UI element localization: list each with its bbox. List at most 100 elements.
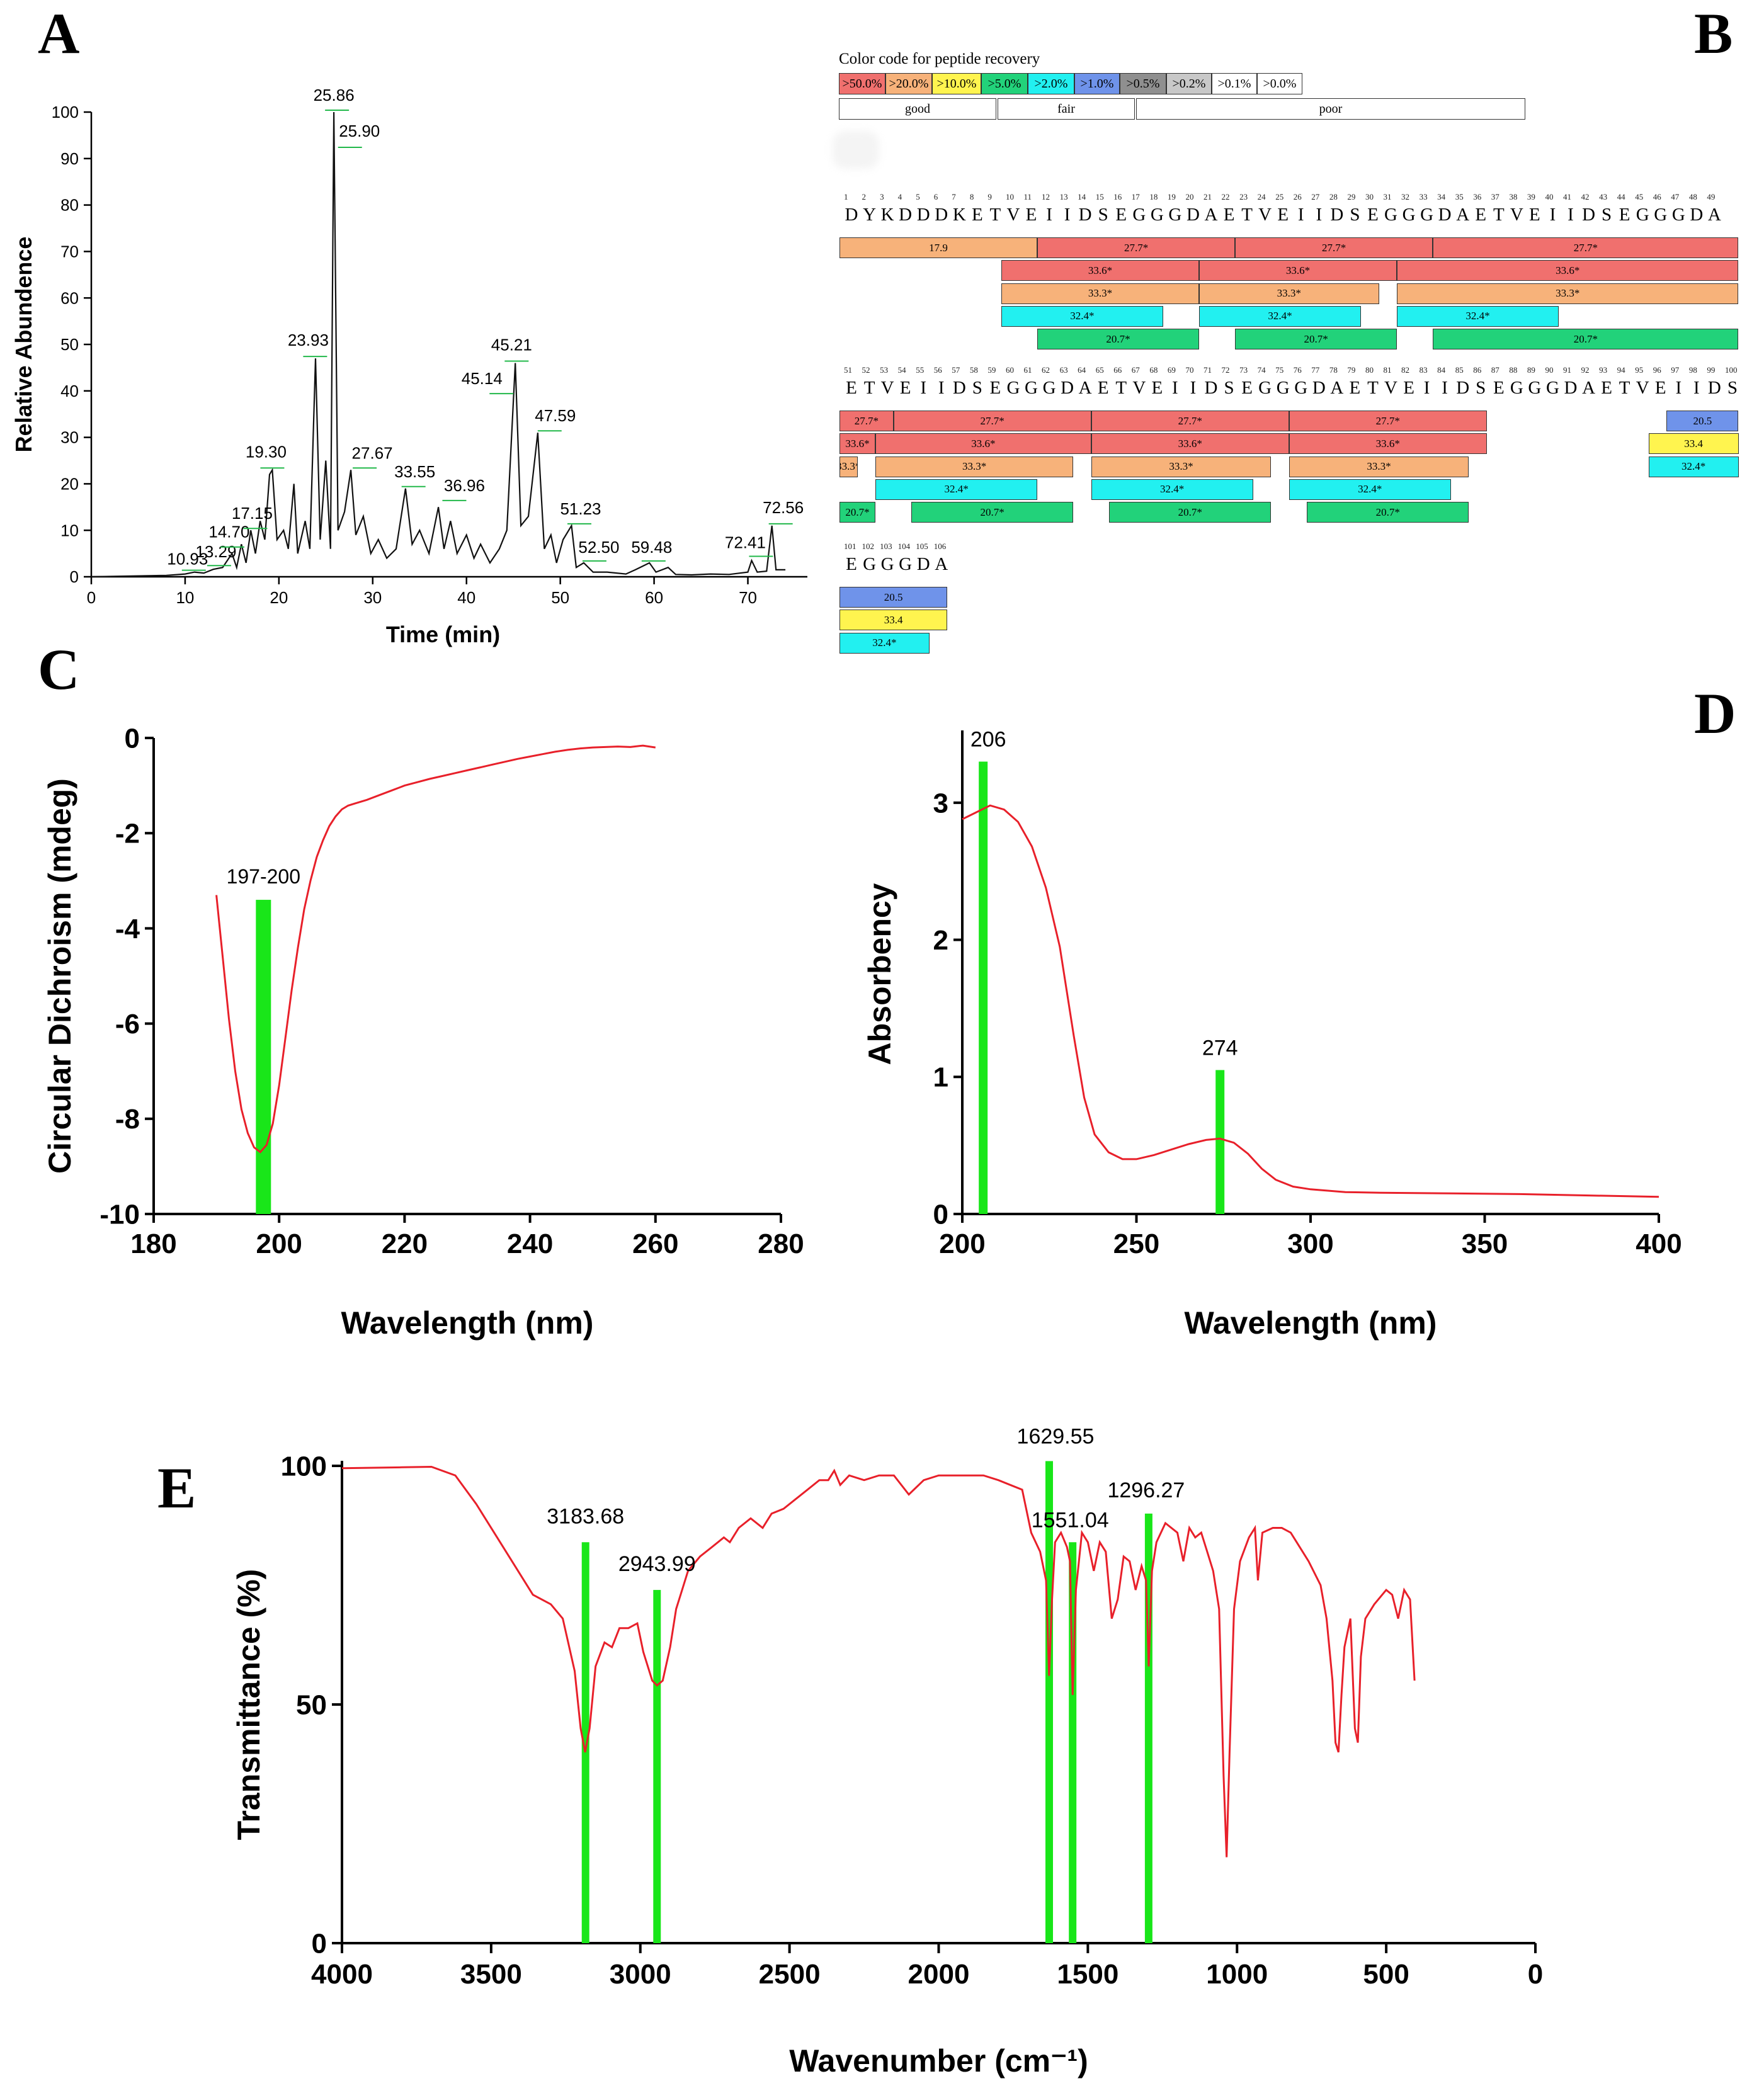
- residue-number: 84: [1437, 365, 1446, 375]
- residue-number: 42: [1581, 192, 1590, 201]
- residue-letter: G: [1528, 378, 1542, 398]
- residue-letter: G: [1545, 378, 1559, 398]
- residue-letter: G: [1025, 378, 1038, 398]
- residue-letter: E: [1025, 205, 1037, 225]
- background-blur: [833, 131, 879, 169]
- cd-marker-bar: [256, 900, 271, 1214]
- residue-number: 20: [1185, 192, 1194, 201]
- x-tick-label: 2500: [759, 1959, 821, 1990]
- x-tick-label: 20: [270, 588, 288, 607]
- residue-letter: T: [863, 378, 875, 398]
- residue-letter: D: [1078, 205, 1092, 225]
- residue-number: 51: [844, 365, 852, 375]
- peptide-bar: 27.7*: [1433, 237, 1739, 258]
- residue-number: 100: [1724, 365, 1738, 375]
- residue-letter: E: [1529, 205, 1540, 225]
- residue-letter: E: [846, 378, 857, 398]
- recovery-legend: >50.0% >20.0% >10.0% >5.0% >2.0% >1.0% >0.5% >0…: [839, 73, 1302, 94]
- residue-letter: G: [1042, 378, 1056, 398]
- residue-letter: E: [1115, 205, 1127, 225]
- panel-label-b: B: [1694, 1, 1733, 65]
- legend-swatch-gt05: >0.5%: [1120, 73, 1166, 94]
- recovery-legend-title: Color code for peptide recovery: [839, 50, 1040, 67]
- residue-letter: D: [1707, 378, 1721, 398]
- legend-swatch-gt50: >50.0%: [839, 73, 885, 94]
- peptide-bar: 32.4*: [1648, 456, 1739, 477]
- residue-number: 5: [916, 192, 920, 201]
- residue-number: 54: [897, 365, 906, 375]
- y-tick-label: 20: [60, 475, 79, 494]
- residue-letter: I: [1064, 205, 1071, 225]
- residue-letter: E: [971, 205, 983, 225]
- ir-marker-label: 1629.55: [1017, 1424, 1095, 1448]
- residue-number: 21: [1204, 192, 1212, 201]
- peptide-bar: 27.7*: [1289, 411, 1487, 431]
- x-axis-title: Wavenumber (cm⁻¹): [789, 2043, 1088, 2079]
- residue-letter: I: [1442, 378, 1448, 398]
- residue-number: 60: [1005, 365, 1014, 375]
- residue-number: 23: [1239, 192, 1248, 201]
- y-tick-label: 3: [933, 788, 948, 819]
- residue-letter: G: [1654, 205, 1668, 225]
- uv-curve: [962, 804, 1659, 1198]
- residue-letter: S: [1602, 205, 1612, 225]
- y-tick-label: -4: [115, 914, 140, 944]
- residue-number: 80: [1365, 365, 1374, 375]
- peak-label: 45.21: [491, 336, 532, 355]
- residue-letter: S: [1098, 205, 1108, 225]
- residue-number: 64: [1078, 365, 1086, 375]
- x-tick-label: 200: [939, 1228, 985, 1259]
- uv-marker-label: 206: [970, 728, 1006, 752]
- residue-number: 93: [1599, 365, 1608, 375]
- residue-number: 71: [1204, 365, 1212, 375]
- residue-letter: I: [1172, 378, 1178, 398]
- x-tick-label: 10: [176, 588, 194, 607]
- residue-number: 73: [1239, 365, 1248, 375]
- residue-number: 56: [933, 365, 942, 375]
- peak-label: 33.55: [394, 462, 435, 481]
- peak-label: 27.67: [352, 443, 393, 462]
- quality-poor: poor: [1136, 98, 1525, 120]
- residue-letter: G: [1006, 378, 1020, 398]
- residue-letter: S: [1350, 205, 1360, 225]
- residue-letter: D: [845, 205, 858, 225]
- residue-letter: T: [1241, 205, 1253, 225]
- residue-number: 48: [1688, 192, 1697, 201]
- peptide-bar: 17.9: [839, 237, 1038, 258]
- peptide-bar: 32.4*: [1091, 479, 1253, 500]
- y-tick-label: 60: [60, 288, 79, 307]
- y-tick-label: 90: [60, 149, 79, 168]
- residue-number: 47: [1671, 192, 1680, 201]
- x-tick-label: 240: [507, 1228, 553, 1259]
- residue-number: 3: [880, 192, 884, 201]
- peak-label: 36.96: [444, 476, 485, 495]
- residue-letter: D: [1564, 378, 1578, 398]
- residue-number: 82: [1401, 365, 1410, 375]
- residue-letter: A: [1330, 378, 1344, 398]
- x-tick-label: 0: [87, 588, 96, 607]
- residue-letter: G: [899, 554, 913, 574]
- residue-number: 19: [1167, 192, 1176, 201]
- residue-number: 74: [1257, 365, 1266, 375]
- peak-label: 47.59: [535, 406, 576, 425]
- residue-letter: G: [1294, 378, 1308, 398]
- peptide-bar: 33.3*: [839, 456, 858, 477]
- residue-letter: E: [1097, 378, 1109, 398]
- residue-number: 99: [1707, 365, 1716, 375]
- peptide-bar: 33.3*: [1397, 283, 1739, 304]
- residue-number: 86: [1473, 365, 1482, 375]
- residue-number: 95: [1635, 365, 1644, 375]
- residue-number: 24: [1257, 192, 1266, 201]
- residue-number: 18: [1149, 192, 1158, 201]
- residue-number: 98: [1688, 365, 1697, 375]
- residue-letter: G: [1276, 378, 1290, 398]
- residue-number: 101: [844, 542, 856, 551]
- residue-number: 69: [1167, 365, 1176, 375]
- residue-letter: S: [1727, 378, 1738, 398]
- legend-swatch-gt2: >2.0%: [1028, 73, 1074, 94]
- residue-letter: I: [1190, 378, 1197, 398]
- residue-number: 76: [1293, 365, 1302, 375]
- residue-number: 87: [1491, 365, 1499, 375]
- residue-number: 41: [1563, 192, 1571, 201]
